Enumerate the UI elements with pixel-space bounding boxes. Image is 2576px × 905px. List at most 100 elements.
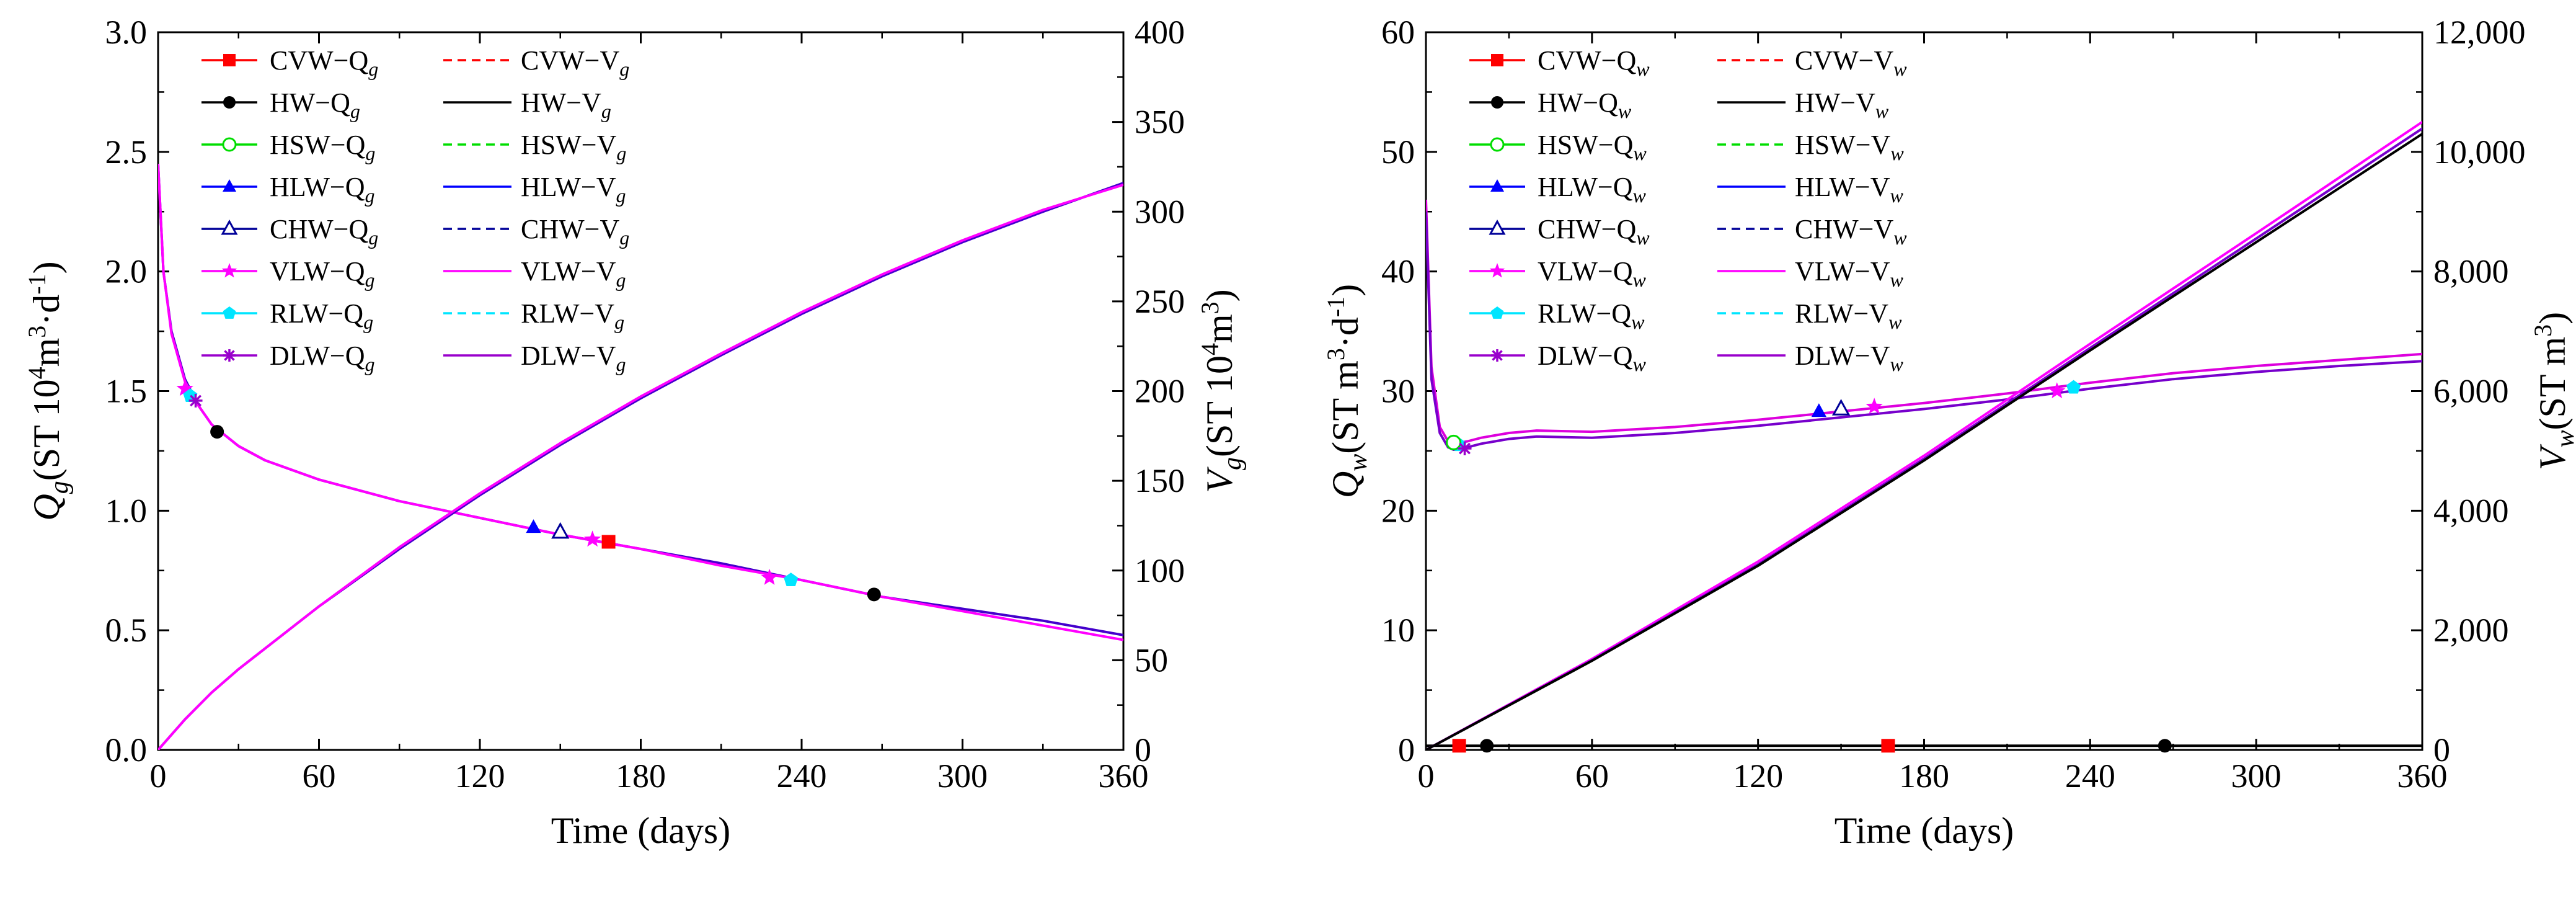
- legend-label-subscript: w: [1875, 100, 1889, 122]
- legend-marker-square-filled: [223, 54, 236, 66]
- legend-marker-triangle-filled: [1490, 179, 1504, 192]
- legend-label-text: CHW−V: [521, 214, 619, 244]
- legend-label-text: CVW−V: [521, 45, 619, 76]
- series-line-1: [1426, 212, 2422, 451]
- series-group: [158, 164, 1123, 750]
- legend-label-q: DLW−Qw: [1538, 341, 1647, 375]
- legend-label-subscript: g: [365, 353, 375, 375]
- y-left-tick-label: 10: [1381, 612, 1415, 649]
- x-tick-label: 300: [937, 757, 988, 795]
- legend-label-q: HW−Qw: [1538, 87, 1632, 122]
- x-tick-label: 300: [2231, 757, 2282, 795]
- legend-label-text: DLW−Q: [1538, 341, 1633, 371]
- legend-marker-triangle-filled: [223, 179, 236, 192]
- y-left-tick-label: 20: [1381, 492, 1415, 529]
- data-marker-cvw: [601, 535, 616, 549]
- axis-title-unit: ·d: [26, 295, 67, 326]
- legend-marker-pentagon-filled: [1490, 306, 1504, 319]
- legend-label-v: VLW−Vg: [521, 256, 626, 291]
- legend-label-subscript: g: [619, 226, 629, 249]
- legend-label-subscript: g: [363, 311, 373, 333]
- y-right-tick-label: 0: [1135, 731, 1151, 769]
- y-left-axis-title: Qw(ST m3·d-1): [1322, 284, 1373, 498]
- legend-label-q: RLW−Qw: [1538, 298, 1645, 333]
- x-tick-label: 0: [1418, 757, 1435, 795]
- legend-label-subscript: g: [368, 226, 378, 249]
- legend-label-text: DLW−Q: [270, 341, 365, 371]
- y-right-tick-label: 2,000: [2433, 612, 2509, 649]
- legend-label-q: HSW−Qg: [270, 130, 375, 164]
- legend-label-v: HLW−Vw: [1795, 172, 1904, 207]
- x-axis-title: Time (days): [1835, 810, 2014, 851]
- axis-title-unit: (ST m: [2532, 337, 2573, 430]
- legend-label-subscript: w: [1633, 142, 1647, 164]
- axis-title-superscript: -1: [1322, 296, 1350, 317]
- data-marker-hw: [1480, 739, 1494, 753]
- legend-label-subscript: g: [616, 184, 626, 207]
- legend-label-subscript: w: [1893, 58, 1907, 80]
- data-marker-cvw: [1452, 739, 1466, 753]
- legend-label-text: HSW−Q: [1538, 130, 1634, 160]
- legend-label-v: RLW−Vw: [1795, 298, 1902, 333]
- legend-label-q: CVW−Qg: [270, 45, 378, 80]
- legend-label-subscript: g: [601, 100, 611, 122]
- y-left-tick-label: 2.5: [105, 133, 148, 171]
- axis-title-superscript: 3: [2529, 324, 2557, 337]
- y-right-tick-label: 4,000: [2433, 492, 2509, 529]
- x-tick-label: 0: [150, 757, 167, 795]
- axis-title-superscript: 4: [23, 367, 51, 379]
- legend-label-subscript: w: [1890, 353, 1904, 375]
- y-left-tick-label: 40: [1381, 253, 1415, 290]
- legend-label-v: HW−Vw: [1795, 87, 1889, 122]
- legend-label-text: CHW−Q: [1538, 214, 1636, 244]
- legend-label-q: HLW−Qw: [1538, 172, 1647, 207]
- data-marker-vlw: [761, 569, 778, 585]
- x-tick-label: 60: [303, 757, 336, 795]
- x-tick-label: 180: [1899, 757, 1949, 795]
- legend-label-subscript: g: [614, 311, 624, 333]
- y-right-tick-label: 100: [1135, 552, 1185, 589]
- legend-label-v: DLW−Vg: [521, 341, 626, 375]
- y-left-tick-label: 0.5: [105, 612, 148, 649]
- data-marker-hsw: [1446, 434, 1462, 450]
- legend-label-subscript: w: [1888, 311, 1902, 333]
- axis-title-symbol: V: [1199, 466, 1240, 493]
- legend-label-text: HLW−V: [521, 172, 616, 202]
- data-marker-dlw: [188, 393, 203, 408]
- axis-title-symbol: V: [2532, 444, 2573, 470]
- data-marker-hlw: [1811, 403, 1826, 417]
- data-marker-hw: [867, 587, 881, 602]
- legend-label-v: CHW−Vw: [1795, 214, 1907, 249]
- axis-title-subscript: w: [2551, 430, 2576, 447]
- y-right-tick-label: 12,000: [2433, 14, 2526, 51]
- axis-title-symbol: Q: [26, 494, 67, 520]
- legend-label-subscript: w: [1890, 269, 1904, 291]
- legend-label-text: HLW−Q: [270, 172, 365, 202]
- legend-label-subscript: g: [616, 353, 626, 375]
- legend-label-subscript: w: [1618, 100, 1632, 122]
- legend-label-text: CHW−V: [1795, 214, 1893, 244]
- x-axis-title: Time (days): [551, 810, 730, 851]
- data-marker-vlw: [584, 530, 601, 547]
- legend-label-text: RLW−Q: [1538, 298, 1631, 329]
- y-left-tick-label: 0: [1398, 731, 1415, 769]
- axis-title-unit: ): [26, 261, 67, 274]
- legend-label-subscript: w: [1633, 353, 1647, 375]
- markers-group: [1446, 380, 2172, 753]
- y-right-tick-label: 300: [1135, 193, 1185, 230]
- x-tick-label: 360: [1099, 757, 1149, 795]
- y-left-tick-label: 3.0: [105, 14, 148, 51]
- data-marker-rlw: [2066, 380, 2081, 394]
- axis-title-unit: m: [1199, 314, 1240, 343]
- legend-label-subscript: w: [1890, 142, 1904, 164]
- legend-label-q: HW−Qg: [270, 87, 360, 122]
- axis-title-superscript: 3: [1196, 301, 1224, 314]
- legend-marker-square-filled: [1491, 54, 1503, 66]
- y-left-tick-label: 0.0: [105, 731, 148, 769]
- legend-label-v: CHW−Vg: [521, 214, 629, 249]
- y-right-axis-title: Vw(ST m3): [2529, 312, 2576, 470]
- legend-label-q: HLW−Qg: [270, 172, 375, 207]
